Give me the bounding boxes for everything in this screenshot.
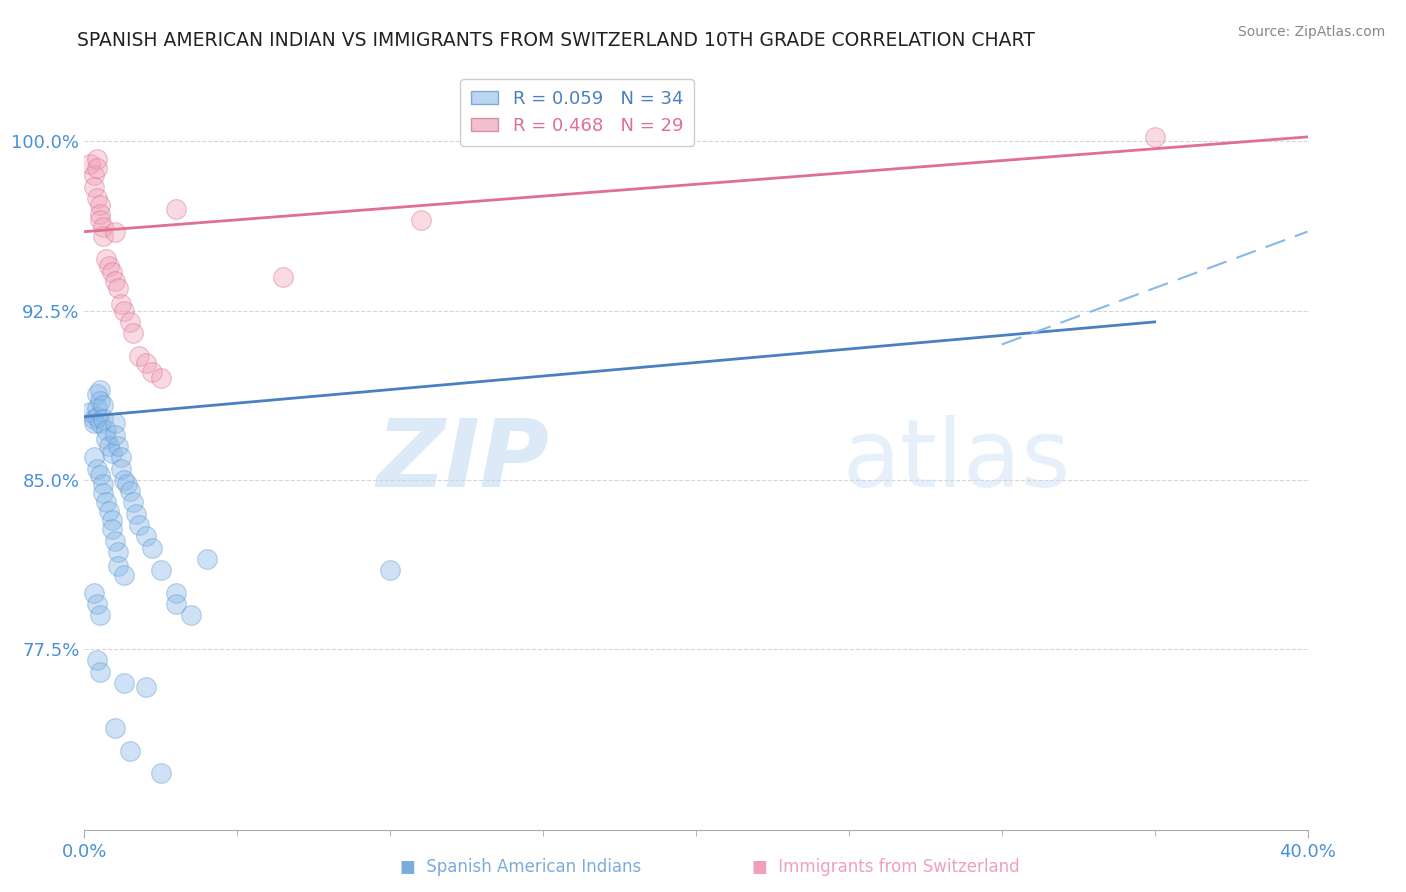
Point — [125, 507, 148, 521]
Point — [91, 486, 114, 500]
Text: Source: ZipAtlas.com: Source: ZipAtlas.com — [1237, 25, 1385, 39]
Text: SPANISH AMERICAN INDIAN VS IMMIGRANTS FROM SWITZERLAND 10TH GRADE CORRELATION CH: SPANISH AMERICAN INDIAN VS IMMIGRANTS FR… — [77, 31, 1035, 50]
Point — [165, 597, 187, 611]
Point — [89, 197, 111, 211]
Point — [141, 541, 163, 555]
Point — [97, 259, 120, 273]
Point — [89, 417, 111, 431]
Point — [112, 473, 135, 487]
Point — [91, 412, 114, 426]
Point — [104, 417, 127, 431]
Point — [94, 432, 117, 446]
Point — [104, 274, 127, 288]
Point — [128, 518, 150, 533]
Point — [135, 355, 157, 369]
Point — [83, 179, 105, 194]
Point — [97, 504, 120, 518]
Point — [107, 558, 129, 573]
Point — [83, 412, 105, 426]
Point — [120, 484, 142, 499]
Point — [104, 721, 127, 735]
Point — [122, 326, 145, 341]
Point — [128, 349, 150, 363]
Point — [86, 401, 108, 415]
Point — [107, 545, 129, 559]
Point — [94, 495, 117, 509]
Point — [135, 681, 157, 695]
Point — [101, 446, 124, 460]
Point — [149, 766, 172, 780]
Point — [104, 225, 127, 239]
Text: ■  Immigrants from Switzerland: ■ Immigrants from Switzerland — [752, 858, 1019, 876]
Point — [83, 585, 105, 599]
Point — [89, 393, 111, 408]
Point — [115, 477, 138, 491]
Point — [79, 405, 101, 419]
Point — [122, 495, 145, 509]
Point — [97, 439, 120, 453]
Point — [83, 168, 105, 182]
Legend: R = 0.059   N = 34, R = 0.468   N = 29: R = 0.059 N = 34, R = 0.468 N = 29 — [460, 79, 695, 145]
Point — [89, 665, 111, 679]
Point — [149, 371, 172, 385]
Point — [86, 387, 108, 401]
Point — [94, 423, 117, 437]
Point — [89, 608, 111, 623]
Point — [94, 252, 117, 266]
Point — [101, 523, 124, 537]
Point — [86, 653, 108, 667]
Text: ■  Spanish American Indians: ■ Spanish American Indians — [399, 858, 641, 876]
Point — [89, 383, 111, 397]
Point — [180, 608, 202, 623]
Point — [135, 529, 157, 543]
Point — [110, 450, 132, 465]
Point — [86, 409, 108, 424]
Point — [91, 477, 114, 491]
Point — [101, 265, 124, 279]
Point — [165, 585, 187, 599]
Point — [110, 461, 132, 475]
Point — [165, 202, 187, 216]
Point — [91, 220, 114, 235]
Point — [86, 597, 108, 611]
Point — [86, 191, 108, 205]
Point — [380, 563, 402, 577]
Point — [120, 315, 142, 329]
Point — [110, 297, 132, 311]
Point — [149, 563, 172, 577]
Point — [107, 281, 129, 295]
Point — [104, 427, 127, 442]
Point — [86, 461, 108, 475]
Point — [107, 439, 129, 453]
Point — [86, 153, 108, 167]
Point — [1143, 129, 1166, 144]
Point — [409, 213, 432, 227]
Point — [120, 743, 142, 757]
Point — [112, 303, 135, 318]
Point — [112, 676, 135, 690]
Point — [91, 229, 114, 244]
Point — [271, 269, 294, 284]
Point — [91, 398, 114, 412]
Point — [79, 157, 101, 171]
Point — [141, 365, 163, 379]
Text: atlas: atlas — [842, 416, 1071, 508]
Point — [195, 551, 218, 566]
Text: ZIP: ZIP — [377, 416, 550, 508]
Point — [83, 417, 105, 431]
Point — [101, 513, 124, 527]
Point — [89, 468, 111, 483]
Point — [83, 450, 105, 465]
Point — [104, 533, 127, 548]
Point — [89, 213, 111, 227]
Point — [89, 206, 111, 220]
Point — [86, 161, 108, 176]
Point — [112, 567, 135, 582]
